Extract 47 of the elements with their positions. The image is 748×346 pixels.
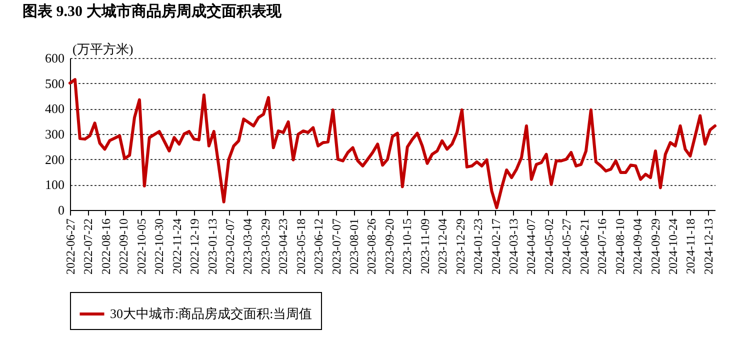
- y-axis-title: (万平方米): [72, 42, 134, 56]
- y-tick-label: 600: [45, 50, 64, 66]
- chart-title: 图表 9.30 大城市商品房周成交面积表现: [22, 2, 282, 20]
- x-tick-label: 2024-08-10: [612, 218, 627, 274]
- x-tick-label: 2022-12-19: [188, 218, 202, 274]
- y-tick-label: 100: [45, 177, 64, 192]
- x-tick-label: 2023-11-09: [418, 218, 432, 274]
- x-tick-label: 2024-02-17: [488, 218, 503, 274]
- x-tick-label: 2022-10-30: [152, 218, 166, 274]
- y-tick-label: 500: [45, 76, 64, 91]
- x-tick-label: 2024-03-13: [506, 218, 520, 274]
- x-tick-label: 2022-07-22: [81, 218, 96, 274]
- x-tick-label: 2024-06-21: [577, 218, 592, 274]
- x-tick-label: 2023-10-15: [400, 218, 414, 274]
- x-tick-label: 2023-03-04: [240, 218, 255, 274]
- x-tick-label: 2023-08-26: [364, 218, 379, 274]
- y-tick-label: 200: [45, 152, 64, 167]
- x-tick-label: 2023-01-13: [205, 218, 220, 274]
- x-tick-label: 2023-06-12: [312, 218, 326, 274]
- x-tick-label: 2024-10-24: [666, 218, 680, 274]
- y-tick-label: 0: [58, 202, 64, 218]
- x-tick-label: 2024-07-16: [595, 218, 610, 274]
- x-tick-label: 2022-08-16: [98, 218, 113, 274]
- x-tick-label: 2024-01-23: [471, 218, 486, 274]
- x-tick-label: 2022-11-24: [170, 218, 184, 274]
- x-tick-label: 2024-05-27: [560, 218, 574, 274]
- x-tick-label: 2023-02-07: [222, 218, 237, 274]
- x-tick-label: 2023-09-20: [382, 218, 396, 274]
- x-tick-label: 2024-09-04: [630, 218, 645, 274]
- x-tick-label: 2023-03-29: [258, 218, 272, 274]
- x-tick-label: 2024-09-29: [648, 218, 662, 274]
- x-tick-label: 2023-08-01: [347, 218, 362, 274]
- x-tick-label: 2023-04-23: [276, 218, 290, 274]
- x-tick-label: 2024-12-13: [701, 218, 716, 274]
- x-tick-label: 2024-11-18: [684, 218, 698, 274]
- x-tick-label: 2023-12-29: [453, 218, 468, 274]
- x-tick-label: 2024-04-07: [524, 218, 538, 274]
- x-tick-label: 2023-12-04: [436, 218, 450, 274]
- y-tick-label: 400: [45, 101, 64, 116]
- x-tick-label: 2022-09-10: [116, 218, 131, 274]
- x-tick-label: 2023-05-18: [294, 218, 308, 274]
- y-tick-label: 300: [45, 126, 64, 142]
- x-tick-label: 2024-05-02: [542, 218, 556, 274]
- x-tick-label: 2023-07-07: [329, 218, 344, 274]
- legend-label: 30大中城市:商品房成交面积:当周值: [110, 306, 312, 321]
- x-tick-label: 2022-10-05: [134, 218, 148, 274]
- x-tick-label: 2022-06-27: [64, 218, 78, 274]
